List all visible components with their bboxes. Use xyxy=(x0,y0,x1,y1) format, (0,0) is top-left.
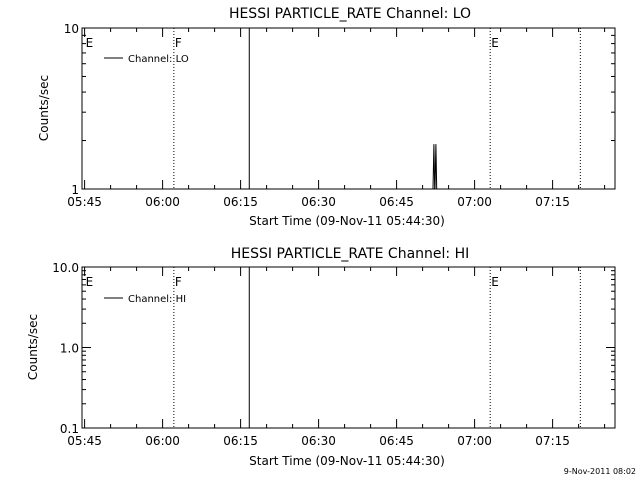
event-marker-label: E xyxy=(86,36,94,50)
plot-frame xyxy=(81,27,616,190)
y-tick-label: 1 xyxy=(71,183,79,197)
chart-hi-channel: HESSI PARTICLE_RATE Channel: HI 0.1 1.0 10… xyxy=(26,246,616,468)
x-tick-label: 06:45 xyxy=(379,434,414,448)
x-tick-label: 06:30 xyxy=(301,195,336,209)
chart-lo-channel: HESSI PARTICLE_RATE Channel: LO 1 10 05:4… xyxy=(37,6,616,228)
event-marker-label: E xyxy=(86,275,94,289)
x-tick-label: 06:15 xyxy=(223,195,258,209)
legend-label: Channel: HI xyxy=(128,294,186,305)
y-axis-label: Counts/sec xyxy=(26,314,40,380)
axis-ticks xyxy=(82,266,615,429)
y-tick-labels: 0.1 1.0 10.0 xyxy=(52,261,79,436)
x-tick-label: 07:00 xyxy=(457,195,492,209)
chart-title: HESSI PARTICLE_RATE Channel: HI xyxy=(231,246,469,262)
x-tick-label: 06:00 xyxy=(145,434,180,448)
x-axis-label: Start Time (09-Nov-11 05:44:30) xyxy=(249,214,445,228)
y-tick-label: 10.0 xyxy=(52,261,79,275)
y-tick-labels: 1 10 xyxy=(64,22,79,197)
data-series xyxy=(432,144,438,190)
y-tick-label: 1.0 xyxy=(60,342,79,356)
y-tick-label: 10 xyxy=(64,22,79,36)
legend: Channel: HI xyxy=(104,294,186,305)
event-marker-label: F xyxy=(175,275,182,289)
y-tick-label: 0.1 xyxy=(60,422,79,436)
x-tick-labels: 05:45 06:00 06:15 06:30 06:45 07:00 07:15 xyxy=(67,434,570,448)
x-tick-label: 05:45 xyxy=(67,195,102,209)
x-tick-label: 06:30 xyxy=(301,434,336,448)
plot-frame xyxy=(81,266,616,429)
legend: Channel: LO xyxy=(104,54,189,65)
x-tick-label: 07:00 xyxy=(457,434,492,448)
series-line xyxy=(432,144,436,190)
x-tick-labels: 05:45 06:00 06:15 06:30 06:45 07:00 07:15 xyxy=(67,195,570,209)
axis-ticks xyxy=(82,27,615,190)
event-marker-label: E xyxy=(491,36,499,50)
footer-timestamp: 9-Nov-2011 08:02 xyxy=(564,467,636,476)
chart-title: HESSI PARTICLE_RATE Channel: LO xyxy=(229,6,471,22)
x-tick-label: 05:45 xyxy=(67,434,102,448)
series-line xyxy=(434,144,438,190)
x-tick-label: 07:15 xyxy=(535,195,570,209)
x-tick-label: 06:15 xyxy=(223,434,258,448)
event-marker-label: E xyxy=(491,275,499,289)
y-axis-label: Counts/sec xyxy=(37,75,51,141)
x-axis-label: Start Time (09-Nov-11 05:44:30) xyxy=(249,454,445,468)
x-tick-label: 07:15 xyxy=(535,434,570,448)
event-marker-label: F xyxy=(175,36,182,50)
x-tick-label: 06:45 xyxy=(379,195,414,209)
x-tick-label: 06:00 xyxy=(145,195,180,209)
legend-label: Channel: LO xyxy=(128,54,189,65)
